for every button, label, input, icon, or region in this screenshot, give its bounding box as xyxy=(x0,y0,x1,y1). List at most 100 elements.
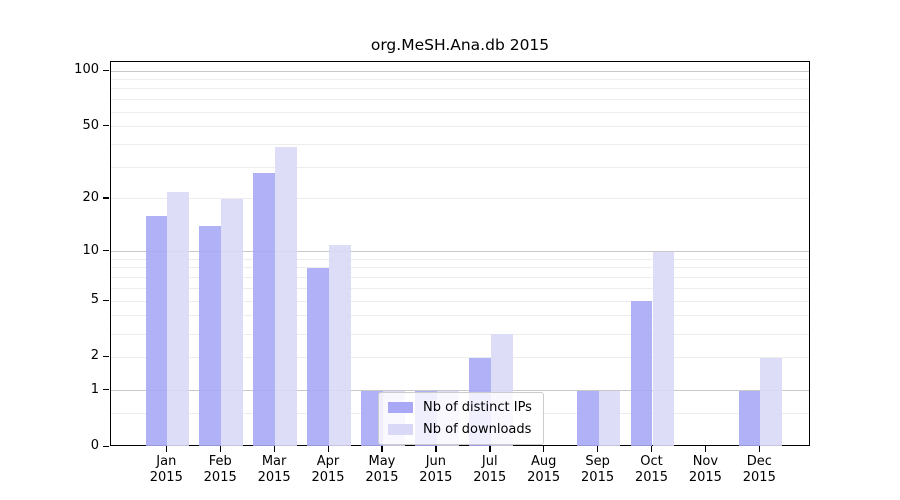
legend-label: Nb of downloads xyxy=(423,422,532,437)
x-tick-mark xyxy=(650,446,653,452)
bar-distinct-ips xyxy=(630,301,653,446)
bar-downloads xyxy=(275,146,297,446)
x-tick-mark xyxy=(543,446,545,452)
legend-swatch-distinct-ips xyxy=(388,402,413,413)
x-tick-month: Aug xyxy=(530,454,557,469)
minor-gridline xyxy=(111,88,809,90)
bar-distinct-ips xyxy=(738,390,761,446)
x-tick-label: May 2015 xyxy=(352,454,412,486)
x-tick-year: 2015 xyxy=(473,470,507,485)
bar-distinct-ips xyxy=(199,226,222,446)
x-tick-mark xyxy=(758,446,761,452)
x-tick-label: Jan 2015 xyxy=(136,454,196,486)
x-tick-label: Oct 2015 xyxy=(621,454,681,486)
x-tick-month: Mar xyxy=(261,454,287,469)
x-tick-month: Nov xyxy=(692,454,719,469)
y-tick-label: 20 xyxy=(82,189,99,205)
major-gridline xyxy=(111,70,809,72)
x-tick-month: Oct xyxy=(640,454,663,469)
bar-distinct-ips xyxy=(576,390,599,446)
x-tick-year: 2015 xyxy=(203,470,237,485)
minor-gridline xyxy=(111,126,809,128)
y-tick-label: 10 xyxy=(82,242,99,258)
minor-gridline xyxy=(111,315,809,317)
minor-gridline xyxy=(111,78,809,80)
legend-swatch-downloads xyxy=(388,424,413,435)
x-tick-year: 2015 xyxy=(149,470,183,485)
minor-gridline xyxy=(111,99,809,101)
x-tick-mark xyxy=(597,446,599,452)
x-tick-label: Apr 2015 xyxy=(298,454,358,486)
minor-gridline xyxy=(111,111,809,113)
y-tick-mark xyxy=(103,125,109,127)
y-tick-mark xyxy=(103,299,109,301)
legend: Nb of distinct IPs Nb of downloads xyxy=(378,392,544,445)
x-tick-label: Jul 2015 xyxy=(460,454,520,486)
bar-downloads xyxy=(760,357,783,446)
y-tick-mark xyxy=(103,69,109,71)
legend-item: Nb of distinct IPs xyxy=(388,400,532,415)
y-tick-mark xyxy=(103,445,109,447)
chart-title: org.MeSH.Ana.db 2015 xyxy=(370,36,550,54)
x-tick-year: 2015 xyxy=(311,470,345,485)
x-tick-mark xyxy=(704,446,707,452)
y-tick-label: 0 xyxy=(90,438,99,453)
x-tick-year: 2015 xyxy=(365,470,399,485)
x-tick-label: Dec 2015 xyxy=(729,454,789,486)
minor-gridline xyxy=(111,356,809,358)
x-tick-month: Jun xyxy=(425,454,446,469)
legend-item: Nb of downloads xyxy=(388,422,532,437)
x-tick-label: Feb 2015 xyxy=(190,454,250,486)
bar-distinct-ips xyxy=(145,216,168,446)
y-tick-mark xyxy=(103,197,109,199)
bar-downloads xyxy=(652,251,675,446)
y-tick-label: 100 xyxy=(74,62,99,77)
bar-distinct-ips xyxy=(307,268,329,446)
bar-downloads xyxy=(221,199,243,446)
minor-gridline xyxy=(111,198,809,200)
bar-downloads xyxy=(167,191,190,446)
major-gridline xyxy=(111,390,809,392)
y-tick-mark xyxy=(103,355,109,358)
major-gridline xyxy=(111,251,809,253)
x-tick-mark xyxy=(327,446,329,452)
y-tick-mark xyxy=(103,250,109,252)
x-tick-month: Jul xyxy=(481,454,498,469)
x-tick-mark xyxy=(165,446,168,452)
minor-gridline xyxy=(111,258,809,260)
x-tick-label: Sep 2015 xyxy=(568,454,628,486)
x-tick-month: Apr xyxy=(316,454,340,469)
x-tick-label: Nov 2015 xyxy=(675,454,735,486)
x-tick-mark xyxy=(435,446,437,452)
y-tick-mark xyxy=(103,389,109,391)
x-tick-mark xyxy=(381,446,383,452)
x-tick-month: Feb xyxy=(208,454,232,469)
x-tick-year: 2015 xyxy=(527,470,561,485)
bar-distinct-ips xyxy=(361,390,383,446)
x-tick-year: 2015 xyxy=(634,470,669,485)
x-tick-year: 2015 xyxy=(581,470,615,485)
y-tick-label: 2 xyxy=(90,348,99,364)
x-tick-month: Dec xyxy=(746,454,772,469)
x-tick-year: 2015 xyxy=(419,470,453,485)
minor-gridline xyxy=(111,300,809,302)
minor-gridline xyxy=(111,287,809,289)
minor-gridline xyxy=(111,267,809,269)
bar-downloads xyxy=(329,244,351,446)
x-tick-label: Aug 2015 xyxy=(514,454,574,486)
minor-gridline xyxy=(111,333,809,335)
y-tick-label: 1 xyxy=(90,381,99,397)
x-tick-mark xyxy=(489,446,491,452)
y-tick-label: 50 xyxy=(82,117,99,133)
bar-downloads xyxy=(598,390,621,446)
x-tick-year: 2015 xyxy=(688,470,722,485)
x-tick-year: 2015 xyxy=(742,470,776,485)
x-tick-month: May xyxy=(368,454,396,469)
x-tick-mark xyxy=(219,446,221,452)
x-tick-label: Jun 2015 xyxy=(406,454,466,486)
legend-label: Nb of distinct IPs xyxy=(423,400,532,415)
x-tick-month: Jan xyxy=(156,454,177,469)
x-tick-label: Mar 2015 xyxy=(244,454,304,486)
plot-area: Nb of distinct IPs Nb of downloads xyxy=(110,61,810,446)
